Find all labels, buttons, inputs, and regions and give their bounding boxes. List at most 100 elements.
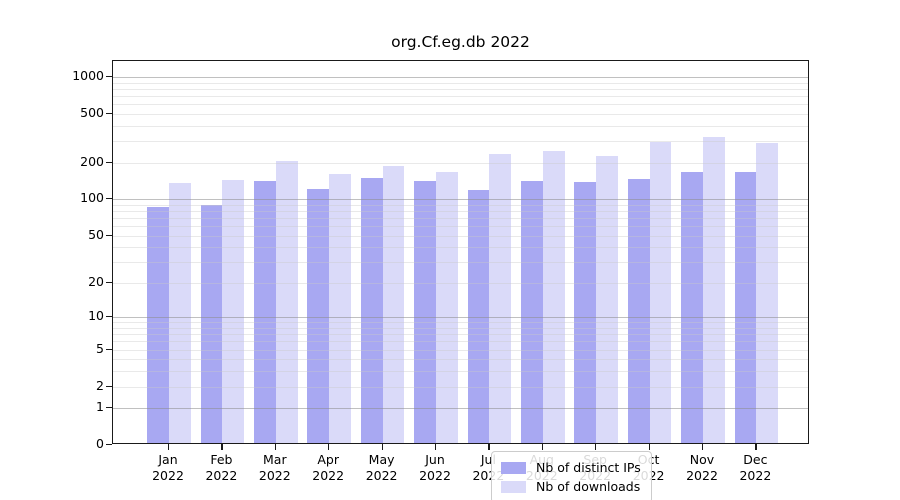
chart-legend: Nb of distinct IPs Nb of downloads [491, 451, 652, 500]
x-tick-label: Apr 2022 [298, 452, 358, 483]
bar-downloads [436, 171, 458, 443]
legend-label-downloads: Nb of downloads [536, 479, 641, 494]
minor-gridline [113, 328, 808, 329]
x-label-year: 2022 [365, 467, 398, 483]
x-tick-label: Jan 2022 [138, 452, 198, 483]
minor-gridline [113, 218, 808, 219]
minor-gridline [113, 104, 808, 106]
y-tick-mark [106, 113, 112, 115]
y-tick-mark [106, 234, 112, 236]
legend-row-downloads: Nb of downloads [501, 477, 641, 496]
chart-title: org.Cf.eg.db 2022 [391, 33, 530, 51]
minor-gridline [113, 204, 808, 206]
x-tick-mark [648, 444, 650, 450]
y-tick-label: 50 [88, 226, 104, 242]
x-tick-mark [221, 444, 223, 450]
minor-gridline [113, 322, 808, 324]
y-tick-label: 0 [96, 436, 104, 451]
x-label-month: Nov [689, 452, 715, 467]
minor-gridline [113, 334, 808, 336]
x-label-month: Feb [210, 452, 233, 467]
minor-gridline [113, 247, 808, 249]
y-tick-label: 2 [96, 377, 104, 393]
bar-downloads [649, 142, 672, 443]
major-gridline [113, 199, 808, 201]
bar-distinct-ips [414, 180, 436, 443]
minor-gridline [113, 141, 808, 143]
x-tick-mark [541, 444, 543, 450]
bar-distinct-ips [627, 178, 650, 443]
x-label-month: Mar [263, 452, 287, 467]
bar-distinct-ips [574, 181, 597, 443]
bar-downloads [756, 143, 779, 443]
x-label-year: 2022 [419, 467, 451, 483]
minor-gridline [113, 371, 808, 373]
y-tick-mark [106, 385, 112, 387]
x-tick-mark [595, 444, 597, 450]
x-label-month: Dec [743, 452, 768, 467]
minor-gridline [113, 262, 808, 264]
y-tick-label: 1 [96, 399, 104, 415]
y-tick-mark [106, 407, 112, 409]
x-tick-mark [168, 444, 170, 450]
y-tick-label: 20 [88, 273, 104, 289]
x-tick-mark [755, 444, 757, 450]
x-label-year: 2022 [205, 467, 238, 483]
bar-distinct-ips [254, 180, 276, 443]
minor-gridline [113, 235, 808, 237]
bar-downloads [596, 155, 618, 443]
x-tick-mark [381, 444, 383, 450]
bar-downloads [169, 183, 191, 443]
plot-area: Nb of distinct IPs Nb of downloads [112, 60, 809, 500]
y-tick-mark [106, 348, 112, 350]
minor-gridline [113, 349, 808, 351]
x-tick-mark [435, 444, 437, 450]
x-tick-label: Mar 2022 [245, 452, 305, 483]
bar-downloads [329, 173, 351, 443]
minor-gridline [113, 125, 808, 127]
legend-label-distinct-ips: Nb of distinct IPs [536, 460, 641, 475]
bar-distinct-ips [307, 188, 330, 443]
y-tick-mark [106, 76, 112, 78]
minor-gridline [113, 282, 808, 284]
x-tick-label: Jun 2022 [405, 452, 465, 483]
minor-gridline [113, 162, 808, 164]
legend-row-distinct-ips: Nb of distinct IPs [501, 458, 641, 477]
bar-downloads [382, 165, 405, 443]
x-label-month: Apr [317, 452, 339, 467]
x-tick-mark [328, 444, 330, 450]
y-tick-label: 500 [80, 104, 104, 120]
y-tick-label: 10 [88, 308, 104, 324]
bar-distinct-ips [200, 205, 223, 443]
minor-gridline [113, 226, 808, 228]
x-label-year: 2022 [258, 467, 291, 483]
bar-distinct-ips [521, 181, 543, 443]
minor-gridline [113, 211, 808, 212]
y-tick-label: 1000 [72, 68, 104, 84]
legend-swatch-downloads [501, 480, 526, 493]
x-tick-label: Nov 2022 [672, 452, 732, 483]
major-gridline [113, 77, 808, 79]
x-label-month: Jan [158, 452, 178, 467]
legend-swatch-distinct-ips [501, 461, 526, 474]
major-gridline [113, 408, 808, 410]
bar-downloads [275, 160, 298, 443]
x-label-year: 2022 [152, 467, 184, 483]
x-tick-label: May 2022 [352, 452, 412, 483]
minor-gridline [113, 341, 808, 343]
x-tick-label: Dec 2022 [725, 452, 785, 483]
x-tick-label: Feb 2022 [191, 452, 251, 483]
bar-distinct-ips [681, 171, 703, 443]
bar-distinct-ips [147, 207, 169, 443]
x-label-year: 2022 [739, 467, 772, 483]
y-tick-mark [106, 198, 112, 200]
minor-gridline [113, 96, 808, 98]
x-label-month: Jun [425, 452, 445, 467]
minor-gridline [113, 82, 808, 84]
y-tick-label: 5 [96, 340, 104, 356]
bar-distinct-ips [360, 178, 383, 443]
bar-distinct-ips [467, 189, 490, 443]
y-tick-label: 100 [80, 190, 104, 206]
y-tick-mark [106, 281, 112, 284]
